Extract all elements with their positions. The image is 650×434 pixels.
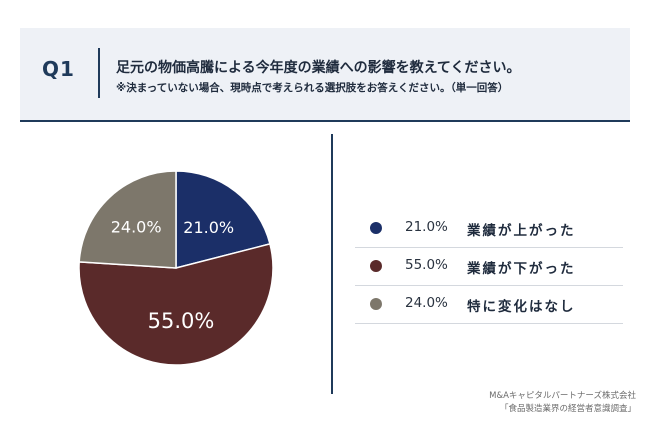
question-number: Q1 [42,57,75,81]
pie-slice-label-3: 24.0% [111,218,162,237]
legend-percent: 55.0% [405,257,448,273]
legend-swatch [370,260,382,272]
chart-area: 21.0% 55.0% 24.0% 21.0% 業績が上がった 55.0% 業績が下がった… [0,122,650,434]
legend-label: 業績が下がった [467,261,576,277]
question-title: 足元の物価高騰による今年度の業績への影響を教えてください。 [116,60,521,76]
source-note: M&Aキャピタルパートナーズ株式会社 「食品製造業界の経営者意識調査」 [489,390,636,416]
source-company: M&Aキャピタルパートナーズ株式会社 [489,391,636,401]
legend-item-2: 55.0% 業績が下がった [355,248,623,286]
legend-item-1: 21.0% 業績が上がった [355,210,623,248]
pie-slice-2 [78,242,274,366]
question-note: ※決まっていない場合、現時点で考えられる選択肢をお答えください。（単一回答） [116,82,509,94]
pie-slice-1 [175,170,271,269]
legend-swatch [370,298,382,310]
question-header: Q1 足元の物価高騰による今年度の業績への影響を教えてください。 ※決まっていな… [20,28,630,122]
legend-percent: 24.0% [405,295,448,311]
header-divider [98,48,100,98]
source-survey: 「食品製造業界の経営者意識調査」 [499,404,636,414]
pie-chart: 21.0% 55.0% 24.0% [78,170,274,366]
legend: 21.0% 業績が上がった 55.0% 業績が下がった 24.0% 特に変化はなし [355,210,623,324]
legend-label: 業績が上がった [467,223,576,239]
legend-swatch [370,222,382,234]
pie-slice-3 [78,170,177,269]
legend-label: 特に変化はなし [467,299,576,315]
legend-percent: 21.0% [405,219,448,235]
pie-slice-label-2: 55.0% [148,309,215,333]
chart-divider [331,134,333,394]
legend-item-3: 24.0% 特に変化はなし [355,286,623,324]
pie-slice-label-1: 21.0% [183,218,234,237]
